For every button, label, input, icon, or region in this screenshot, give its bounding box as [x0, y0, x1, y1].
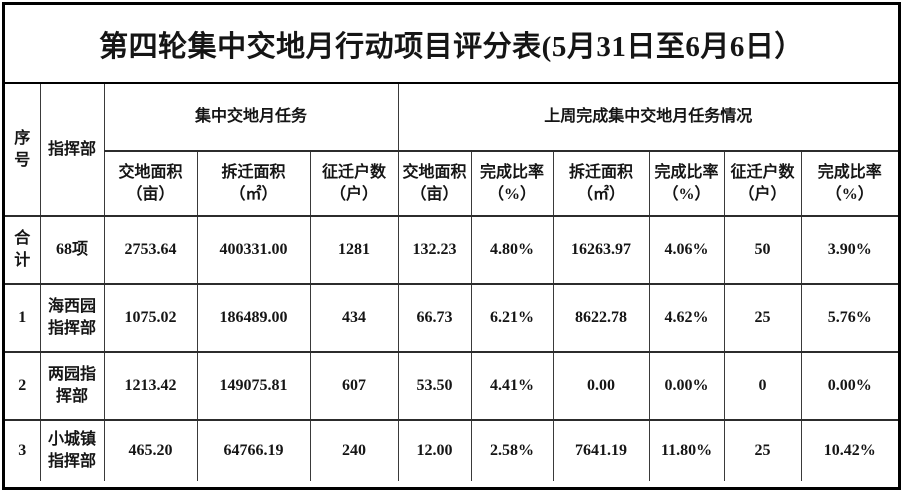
subheader-week-demolition-area: 拆迁面积 （㎡） — [552, 150, 650, 217]
cell-value: 50 — [723, 215, 802, 285]
subheader-unit: （%） — [488, 185, 537, 203]
cell-value: 25 — [723, 419, 802, 481]
cell-value: 53.50 — [397, 351, 472, 421]
subheader-label: 拆迁面积 — [221, 163, 286, 181]
header-sub-row: 交地面积 （亩） 拆迁面积 （㎡） 征迁户数 （户） 交地面积 （亩） 完成比率 — [5, 150, 899, 217]
subheader-unit: （亩） — [410, 185, 459, 203]
cell-value: 12.00 — [397, 419, 472, 481]
subheader-week-land-area: 交地面积 （亩） — [397, 150, 472, 217]
subheader-task-land-area: 交地面积 （亩） — [104, 150, 198, 217]
cell-value: 1075.02 — [103, 283, 198, 353]
table-row: 3 小城镇指挥部 465.20 64766.19 240 12.00 2.58%… — [5, 419, 899, 481]
cell-value: 240 — [309, 419, 399, 481]
cell-value: 4.41% — [470, 351, 554, 421]
cell-hq: 小城镇指挥部 — [39, 419, 105, 481]
subheader-unit: （㎡） — [229, 185, 278, 203]
subheader-unit: （%） — [825, 185, 874, 203]
subheader-unit: （户） — [738, 185, 787, 203]
table-row-total: 合计 68项 2753.64 400331.00 1281 132.23 4.8… — [5, 215, 899, 285]
cell-value: 0.00% — [800, 351, 899, 421]
subheader-label: 征迁户数 — [730, 163, 795, 181]
cell-value: 0 — [723, 351, 802, 421]
cell-value: 10.42% — [800, 419, 899, 481]
cell-no: 1 — [5, 283, 41, 353]
cell-no: 2 — [5, 351, 41, 421]
cell-value: 66.73 — [397, 283, 472, 353]
cell-no: 3 — [5, 419, 41, 481]
page-title: 第四轮集中交地月行动项目评分表(5月31日至6月6日） — [5, 5, 898, 84]
cell-hq: 两园指挥部 — [39, 351, 105, 421]
score-table: 序号 指挥部 集中交地月任务 上周完成集中交地月任务情况 交地面积 （亩） 拆迁… — [5, 84, 899, 481]
cell-value: 6.21% — [470, 283, 554, 353]
cell-value: 11.80% — [648, 419, 725, 481]
subheader-unit: （户） — [330, 185, 379, 203]
cell-value: 400331.00 — [196, 215, 311, 285]
cell-value: 4.62% — [648, 283, 725, 353]
cell-value: 7641.19 — [552, 419, 650, 481]
header-no: 序号 — [5, 84, 41, 217]
cell-value: 607 — [309, 351, 399, 421]
subheader-week-land-ratio: 完成比率 （%） — [470, 150, 554, 217]
cell-value: 16263.97 — [552, 215, 650, 285]
cell-value: 465.20 — [103, 419, 198, 481]
table-header: 序号 指挥部 集中交地月任务 上周完成集中交地月任务情况 交地面积 （亩） 拆迁… — [5, 84, 899, 217]
cell-value: 1281 — [309, 215, 399, 285]
header-hq: 指挥部 — [39, 84, 105, 217]
cell-value: 2753.64 — [103, 215, 198, 285]
cell-value: 0.00% — [648, 351, 725, 421]
subheader-week-households-ratio: 完成比率 （%） — [800, 150, 899, 217]
subheader-label: 征迁户数 — [322, 163, 387, 181]
subheader-label: 交地面积 — [402, 163, 467, 181]
subheader-unit: （㎡） — [577, 185, 626, 203]
cell-no: 合计 — [5, 215, 41, 285]
cell-value: 186489.00 — [196, 283, 311, 353]
subheader-label: 交地面积 — [118, 163, 183, 181]
subheader-label: 完成比率 — [480, 163, 545, 181]
cell-value: 434 — [309, 283, 399, 353]
subheader-label: 完成比率 — [817, 163, 882, 181]
cell-hq: 68项 — [39, 215, 105, 285]
cell-value: 4.80% — [470, 215, 554, 285]
header-group-lastweek: 上周完成集中交地月任务情况 — [397, 84, 899, 152]
subheader-label: 拆迁面积 — [569, 163, 634, 181]
cell-value: 0.00 — [552, 351, 650, 421]
table-row: 1 海西园指挥部 1075.02 186489.00 434 66.73 6.2… — [5, 283, 899, 353]
cell-value: 5.76% — [800, 283, 899, 353]
cell-hq: 海西园指挥部 — [39, 283, 105, 353]
cell-value: 3.90% — [800, 215, 899, 285]
header-group-task: 集中交地月任务 — [103, 84, 399, 152]
table-row: 2 两园指挥部 1213.42 149075.81 607 53.50 4.41… — [5, 351, 899, 421]
subheader-unit: （%） — [662, 185, 711, 203]
cell-value: 4.06% — [648, 215, 725, 285]
subheader-unit: （亩） — [126, 185, 175, 203]
cell-value: 64766.19 — [196, 419, 311, 481]
cell-value: 25 — [723, 283, 802, 353]
cell-value: 1213.42 — [103, 351, 198, 421]
cell-value: 2.58% — [470, 419, 554, 481]
cell-value: 149075.81 — [196, 351, 311, 421]
subheader-week-demolition-ratio: 完成比率 （%） — [648, 150, 725, 217]
subheader-task-demolition-area: 拆迁面积 （㎡） — [196, 150, 311, 217]
header-group-row: 序号 指挥部 集中交地月任务 上周完成集中交地月任务情况 — [5, 84, 899, 217]
cell-value: 132.23 — [397, 215, 472, 285]
subheader-label: 完成比率 — [654, 163, 719, 181]
table-body: 合计 68项 2753.64 400331.00 1281 132.23 4.8… — [5, 215, 899, 481]
subheader-week-households: 征迁户数 （户） — [723, 150, 802, 217]
cell-value: 8622.78 — [552, 283, 650, 353]
subheader-task-households: 征迁户数 （户） — [309, 150, 399, 217]
